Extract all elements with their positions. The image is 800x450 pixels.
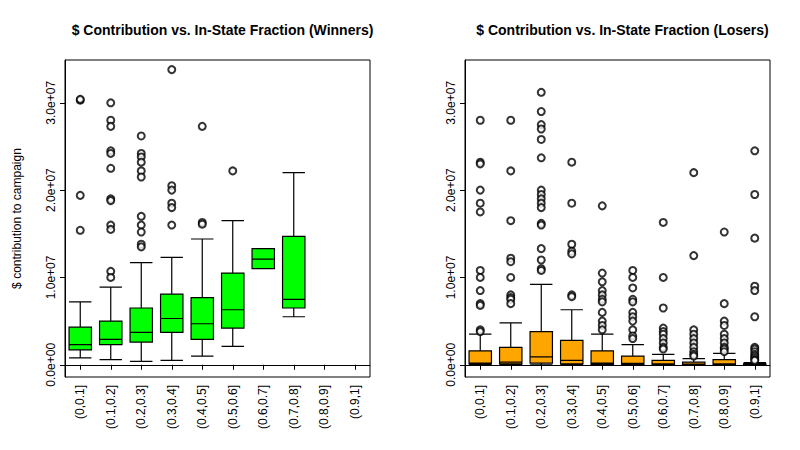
svg-text:(0.2,0.3]: (0.2,0.3]: [534, 385, 548, 429]
svg-text:(0.6,0.7]: (0.6,0.7]: [256, 385, 270, 429]
svg-text:$ contribution to campaign: $ contribution to campaign: [10, 148, 24, 289]
svg-text:(0.4,0.5]: (0.4,0.5]: [195, 385, 209, 429]
svg-text:(0.3,0.4]: (0.3,0.4]: [165, 385, 179, 429]
svg-text:(0.1,0.2]: (0.1,0.2]: [104, 385, 118, 429]
svg-text:0.0e+00: 0.0e+00: [44, 343, 58, 387]
svg-text:(0.9,1]: (0.9,1]: [748, 385, 762, 419]
svg-text:(0.3,0.4]: (0.3,0.4]: [565, 385, 579, 429]
svg-text:3.0e+07: 3.0e+07: [444, 81, 458, 125]
svg-text:(0.5,0.6]: (0.5,0.6]: [226, 385, 240, 429]
svg-text:(0,0.1]: (0,0.1]: [473, 385, 487, 419]
svg-text:(0.9,1]: (0.9,1]: [348, 385, 362, 419]
svg-text:(0.8,0.9]: (0.8,0.9]: [317, 385, 331, 429]
svg-text:(0.7,0.8]: (0.7,0.8]: [287, 385, 301, 429]
svg-text:(0.7,0.8]: (0.7,0.8]: [687, 385, 701, 429]
svg-text:$ Contribution vs. In-State Fr: $ Contribution vs. In-State Fraction (Wi…: [72, 22, 374, 38]
svg-text:(0.2,0.3]: (0.2,0.3]: [134, 385, 148, 429]
svg-text:2.0e+07: 2.0e+07: [44, 168, 58, 212]
svg-text:2.0e+07: 2.0e+07: [444, 168, 458, 212]
svg-text:(0.8,0.9]: (0.8,0.9]: [717, 385, 731, 429]
svg-text:(0,0.1]: (0,0.1]: [73, 385, 87, 419]
svg-text:(0.1,0.2]: (0.1,0.2]: [504, 385, 518, 429]
svg-text:1.0e+07: 1.0e+07: [44, 255, 58, 299]
svg-text:3.0e+07: 3.0e+07: [44, 81, 58, 125]
svg-text:(0.5,0.6]: (0.5,0.6]: [626, 385, 640, 429]
svg-text:0.0e+00: 0.0e+00: [444, 343, 458, 387]
svg-text:(0.4,0.5]: (0.4,0.5]: [595, 385, 609, 429]
svg-text:$ Contribution vs. In-State Fr: $ Contribution vs. In-State Fraction (Lo…: [476, 22, 768, 38]
svg-text:(0.6,0.7]: (0.6,0.7]: [656, 385, 670, 429]
svg-text:1.0e+07: 1.0e+07: [444, 255, 458, 299]
